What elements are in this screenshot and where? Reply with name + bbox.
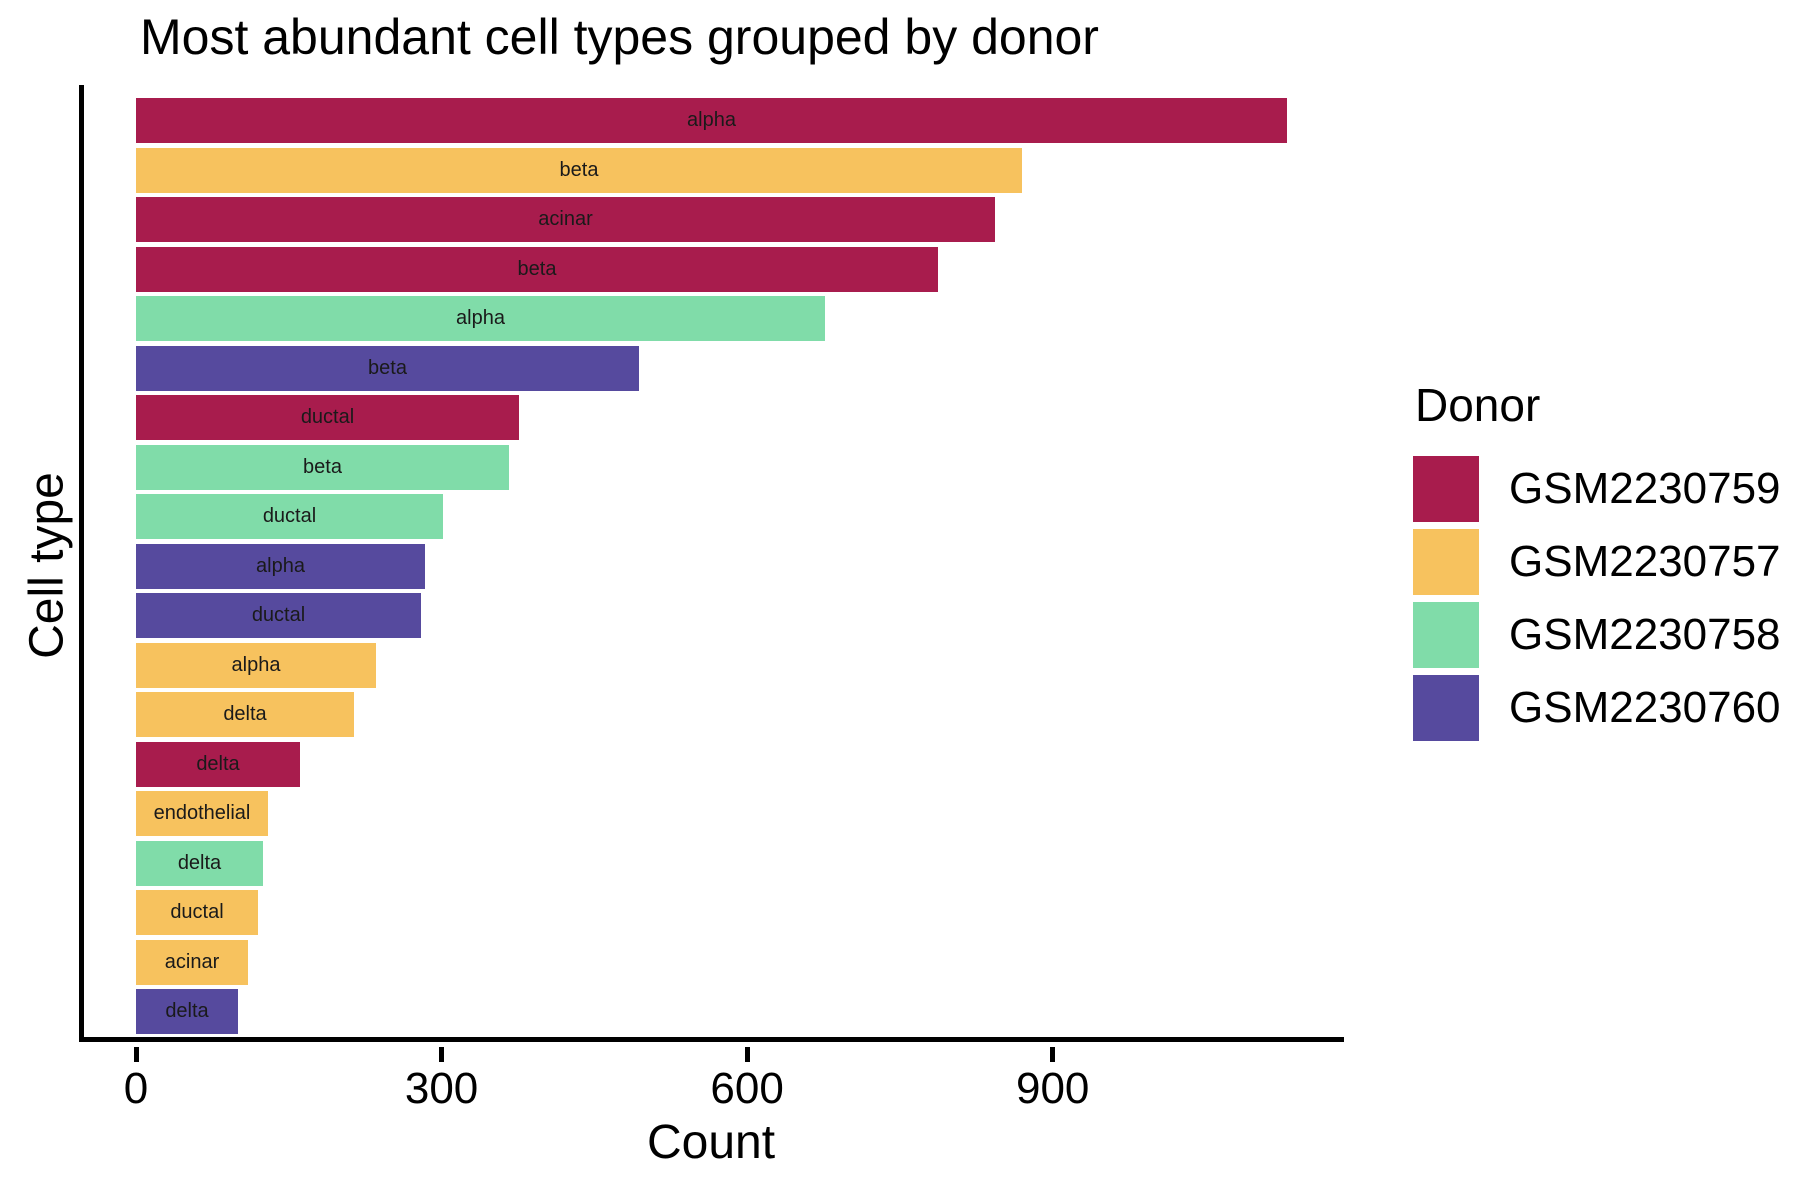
bar-label: endothelial: [153, 802, 251, 824]
bar-label: acinar: [164, 950, 220, 973]
legend-color-swatch: [1413, 602, 1479, 668]
legend-entries: GSM2230759 GSM2230757 GSM2230758 GSM2230760: [1413, 456, 1781, 741]
bar: alpha: [136, 296, 825, 341]
bar-label: delta: [196, 752, 240, 775]
legend-color-swatch: [1413, 529, 1479, 595]
legend-entry-label: GSM2230758: [1509, 610, 1781, 659]
bar: beta: [136, 444, 509, 490]
bar: beta: [136, 147, 1022, 193]
bar: alpha: [136, 642, 376, 688]
x-axis-tick: [1050, 1047, 1056, 1062]
bar: beta: [136, 246, 938, 292]
bar-label: beta: [368, 356, 407, 379]
bar-label: beta: [303, 455, 342, 478]
x-axis-tick-label: 300: [404, 1064, 479, 1113]
x-axis-tick-label: 600: [710, 1064, 784, 1113]
bar: beta: [136, 345, 639, 391]
x-axis-label: Count: [646, 1116, 776, 1169]
legend-entry-label: GSM2230757: [1509, 537, 1781, 586]
bars-area: alpha beta acinar beta alpha beta ductal beta du…: [136, 98, 1344, 1034]
legend-entry: GSM2230760: [1413, 675, 1781, 741]
legend-entry-label: GSM2230759: [1509, 464, 1781, 513]
bar: delta: [136, 741, 300, 787]
bar-label: alpha: [687, 109, 736, 131]
x-axis: 0 300 600 900: [0, 1042, 1800, 1202]
bar-label: delta: [177, 851, 222, 874]
bar-label: beta: [559, 158, 599, 181]
chart-title: Most abundant cell types grouped by dono…: [140, 9, 1099, 65]
bar: delta: [136, 692, 354, 737]
bar-label: ductal: [170, 901, 224, 923]
x-axis-tick: [744, 1047, 750, 1062]
bar: ductal: [136, 395, 519, 440]
legend-entry: GSM2230759: [1413, 456, 1781, 522]
legend-color-swatch: [1413, 456, 1479, 522]
bar: alpha: [136, 543, 425, 589]
legend-title: Donor: [1415, 379, 1541, 431]
bar: ductal: [136, 593, 421, 638]
x-axis-tick-label: 0: [123, 1064, 149, 1113]
legend: Donor GSM2230759 GSM2230757 GSM2230758 GSM2…: [1413, 378, 1781, 748]
bar-label: ductal: [300, 406, 355, 428]
y-axis-label: Cell type: [20, 472, 74, 659]
plot-panel: alpha beta acinar beta alpha beta ductal beta du…: [79, 85, 1344, 1042]
bar: ductal: [136, 890, 258, 935]
bar-label: ductal: [251, 604, 306, 626]
bar-label: beta: [517, 257, 557, 280]
bar-label: acinar: [538, 208, 593, 230]
x-axis-tick: [133, 1047, 139, 1062]
legend-entry-label: GSM2230760: [1509, 683, 1781, 732]
bar: alpha: [136, 98, 1287, 143]
legend-entry: GSM2230758: [1413, 602, 1781, 668]
bar: delta: [136, 840, 263, 886]
bar: acinar: [136, 197, 995, 242]
bar: ductal: [136, 494, 443, 539]
bar-label: alpha: [456, 307, 505, 329]
bar-label: alpha: [256, 554, 305, 577]
bar: delta: [136, 989, 238, 1034]
legend-entry: GSM2230757: [1413, 529, 1781, 595]
x-axis-tick-label: 900: [1015, 1064, 1090, 1113]
bar: acinar: [136, 939, 248, 985]
bar-label: ductal: [262, 505, 317, 527]
bar: endothelial: [136, 791, 268, 836]
x-axis-tick: [439, 1047, 445, 1062]
bar-label: delta: [223, 703, 267, 725]
legend-color-swatch: [1413, 675, 1479, 741]
bar-label: delta: [165, 1000, 209, 1022]
bar-label: alpha: [231, 653, 281, 676]
